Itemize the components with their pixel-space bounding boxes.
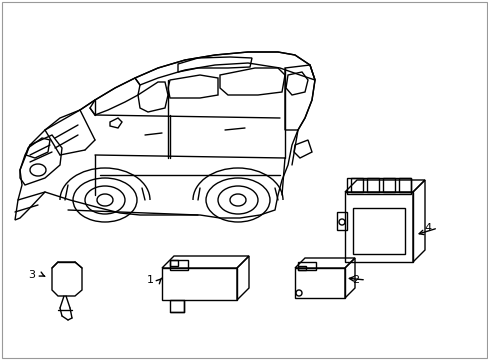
Bar (366, 178, 378, 192)
Text: 4: 4 (424, 223, 431, 233)
Bar (170, 260, 178, 266)
Bar (336, 212, 346, 230)
Bar (297, 262, 315, 270)
Text: 3: 3 (28, 270, 36, 280)
Bar (345, 192, 412, 262)
Bar (382, 178, 394, 192)
Bar (162, 268, 237, 300)
Bar (170, 300, 183, 312)
Bar (297, 266, 305, 270)
Bar (350, 178, 362, 192)
Text: 1: 1 (146, 275, 153, 285)
Bar (346, 178, 410, 194)
Bar (398, 178, 410, 192)
Bar (352, 208, 404, 254)
Text: 2: 2 (352, 275, 359, 285)
Bar (294, 268, 345, 298)
Bar (170, 260, 187, 270)
